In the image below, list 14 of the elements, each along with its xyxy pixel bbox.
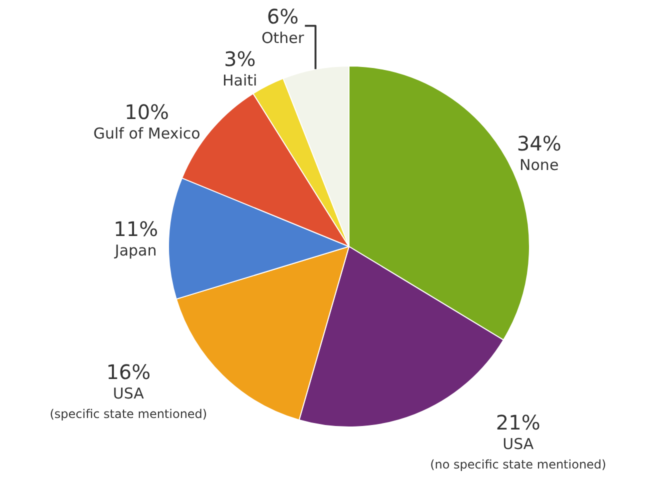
data-label: 11% bbox=[114, 216, 158, 241]
data-label: 10% bbox=[124, 100, 170, 124]
data-label: 21% bbox=[496, 410, 540, 435]
slice-label: Haiti bbox=[222, 72, 258, 90]
data-label: 16% bbox=[106, 360, 151, 384]
data-label: 3% bbox=[224, 47, 256, 72]
slice-label: Gulf of Mexico bbox=[93, 124, 200, 143]
data-label: 6% bbox=[266, 4, 299, 29]
slice-label: Other bbox=[261, 29, 305, 48]
data-label: 34% bbox=[516, 132, 562, 156]
slice-label: Japan bbox=[114, 241, 157, 260]
slice-label: None bbox=[520, 156, 559, 174]
slice-label: USA (no specific state mentioned) bbox=[430, 435, 606, 472]
slice-label: USA (specific state mentioned) bbox=[50, 384, 208, 422]
